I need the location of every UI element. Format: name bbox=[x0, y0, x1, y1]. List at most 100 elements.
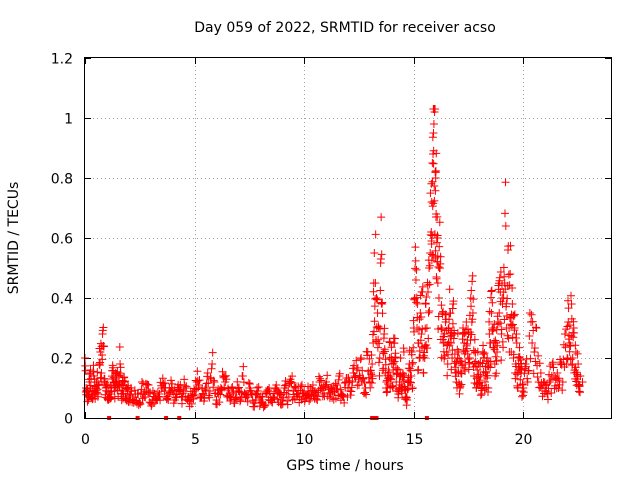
data-point bbox=[369, 287, 378, 296]
data-point bbox=[202, 386, 211, 395]
data-point bbox=[105, 395, 114, 404]
data-point bbox=[275, 390, 284, 399]
data-point bbox=[428, 159, 437, 167]
data-point bbox=[508, 283, 517, 292]
data-point bbox=[530, 348, 539, 356]
data-point bbox=[366, 383, 375, 392]
data-point bbox=[455, 389, 464, 398]
data-point bbox=[516, 375, 525, 384]
data-point bbox=[508, 333, 517, 342]
data-point bbox=[488, 298, 497, 307]
data-point bbox=[279, 393, 288, 402]
data-point bbox=[463, 339, 472, 348]
data-point bbox=[459, 363, 468, 372]
data-point bbox=[446, 332, 455, 341]
data-point bbox=[120, 377, 129, 386]
data-point bbox=[378, 366, 387, 375]
data-point bbox=[459, 346, 468, 355]
data-point bbox=[388, 382, 397, 391]
data-point bbox=[377, 213, 386, 222]
data-point bbox=[109, 366, 118, 375]
data-point bbox=[271, 384, 280, 393]
data-point bbox=[555, 380, 564, 389]
data-point bbox=[370, 317, 379, 326]
data-point bbox=[513, 370, 522, 379]
data-point bbox=[549, 363, 558, 372]
data-point bbox=[450, 350, 459, 359]
data-point bbox=[486, 363, 495, 372]
data-point bbox=[379, 349, 388, 358]
data-point bbox=[203, 369, 212, 377]
data-point bbox=[435, 242, 444, 251]
data-point bbox=[457, 357, 466, 366]
data-point bbox=[264, 386, 273, 395]
data-point bbox=[346, 387, 355, 395]
data-point bbox=[419, 368, 428, 377]
data-point bbox=[445, 341, 454, 350]
data-point bbox=[255, 393, 264, 402]
data-point bbox=[504, 270, 513, 279]
data-point bbox=[376, 324, 385, 333]
data-point bbox=[208, 360, 217, 368]
data-point bbox=[422, 324, 431, 332]
data-point bbox=[287, 378, 296, 387]
data-point bbox=[444, 324, 453, 333]
data-point bbox=[436, 259, 445, 268]
data-point bbox=[380, 324, 389, 333]
data-point bbox=[572, 368, 581, 377]
data-point bbox=[135, 398, 144, 407]
data-point bbox=[500, 272, 509, 281]
data-point bbox=[385, 368, 394, 377]
data-point bbox=[367, 350, 376, 359]
data-point bbox=[380, 347, 389, 356]
data-point bbox=[368, 360, 377, 368]
data-point bbox=[448, 319, 457, 328]
data-point bbox=[353, 381, 362, 390]
data-point bbox=[236, 397, 245, 406]
data-point bbox=[543, 395, 552, 404]
data-point bbox=[167, 376, 176, 385]
data-point bbox=[377, 250, 386, 259]
data-point bbox=[317, 376, 326, 385]
data-point bbox=[437, 301, 446, 310]
data-point bbox=[495, 273, 504, 282]
data-point bbox=[476, 358, 485, 367]
data-point bbox=[200, 394, 209, 403]
data-point bbox=[559, 355, 568, 364]
data-point bbox=[156, 396, 165, 405]
data-point bbox=[547, 389, 556, 398]
data-point bbox=[566, 355, 575, 364]
data-point bbox=[381, 360, 390, 369]
data-point bbox=[215, 398, 224, 407]
data-point bbox=[224, 384, 233, 393]
data-point bbox=[405, 364, 414, 373]
data-point bbox=[99, 323, 108, 332]
data-point bbox=[423, 344, 432, 353]
data-point bbox=[428, 177, 437, 186]
data-point bbox=[260, 401, 269, 410]
data-point bbox=[496, 297, 505, 306]
data-point bbox=[478, 381, 487, 390]
data-point bbox=[433, 234, 442, 243]
data-point bbox=[569, 317, 578, 326]
data-point bbox=[423, 281, 432, 290]
data-point bbox=[279, 388, 288, 397]
data-point bbox=[411, 264, 420, 273]
data-point bbox=[140, 387, 149, 396]
data-point bbox=[503, 281, 512, 290]
data-point bbox=[345, 376, 354, 385]
data-point bbox=[564, 304, 573, 313]
data-point bbox=[409, 343, 418, 352]
data-point bbox=[373, 343, 382, 352]
data-point bbox=[567, 300, 576, 308]
data-point bbox=[424, 308, 433, 317]
data-point bbox=[250, 399, 259, 408]
data-point bbox=[529, 369, 538, 378]
data-point bbox=[565, 321, 574, 330]
data-point bbox=[325, 388, 334, 397]
data-point bbox=[466, 336, 475, 345]
data-point bbox=[511, 374, 520, 383]
data-point bbox=[320, 381, 329, 390]
data-point bbox=[389, 359, 398, 368]
data-point bbox=[415, 315, 424, 324]
